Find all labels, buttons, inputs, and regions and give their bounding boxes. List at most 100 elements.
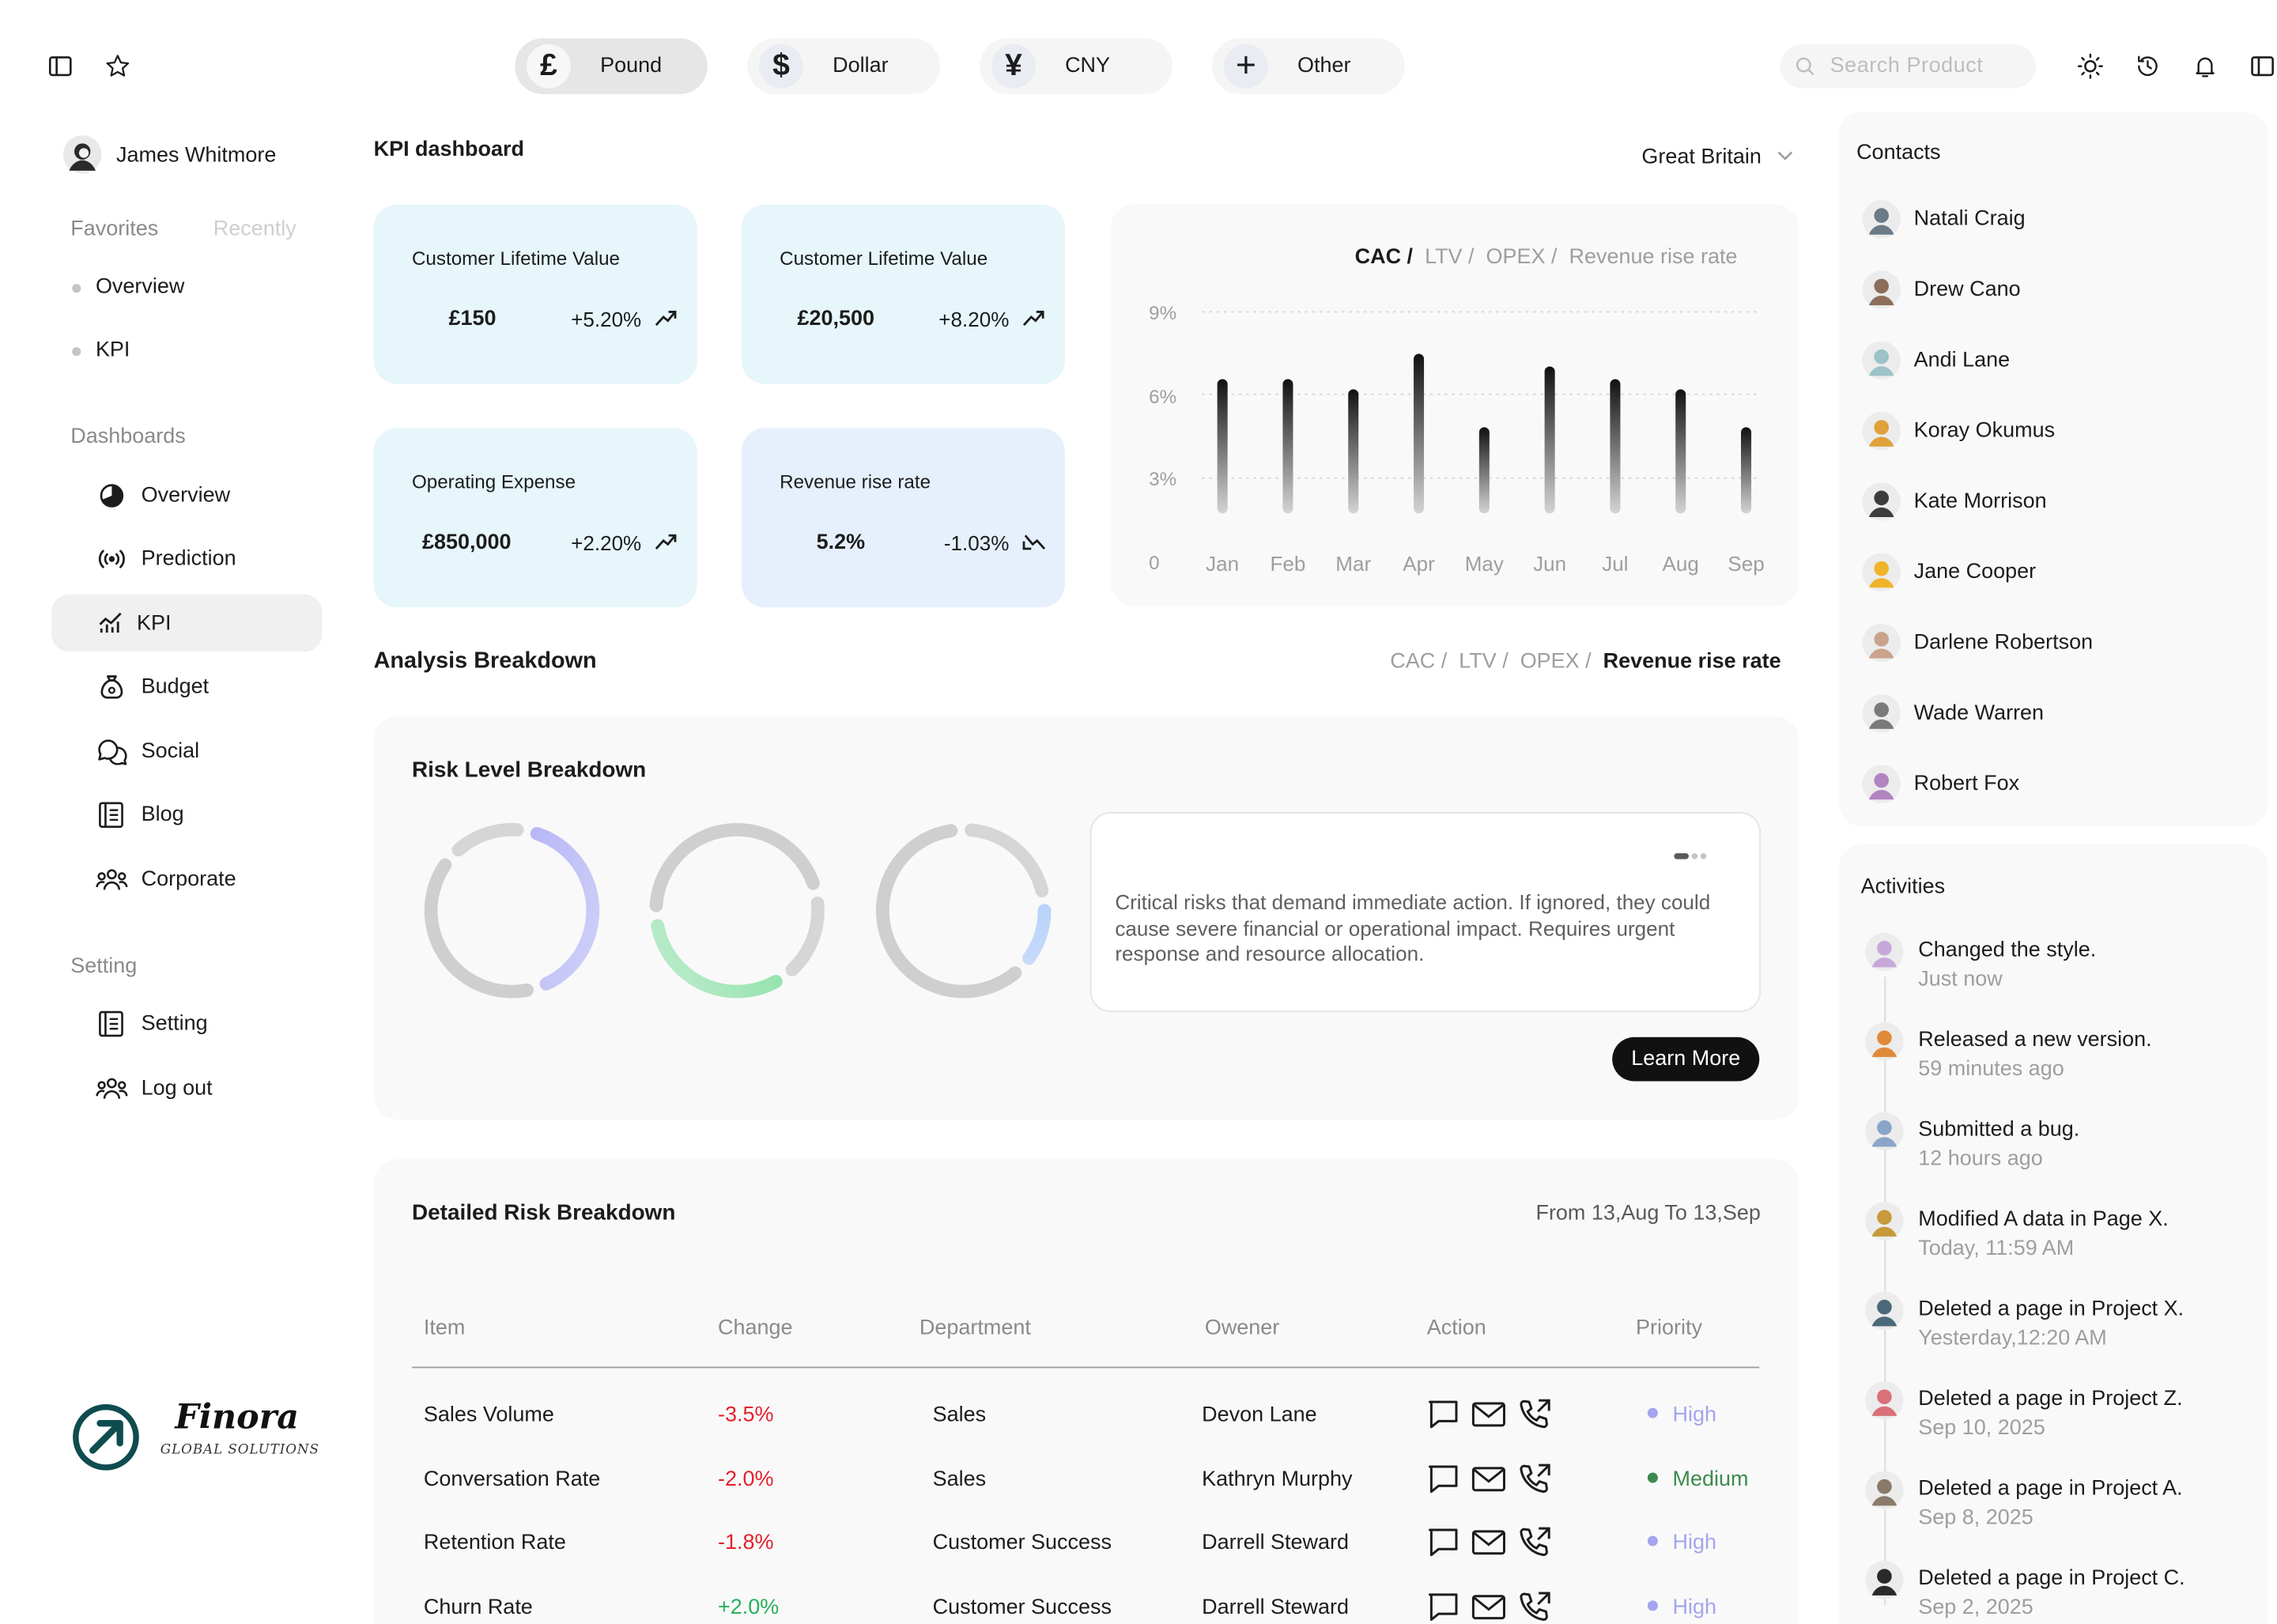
activity-time: 59 minutes ago (1918, 1057, 2064, 1082)
x-tick-label: Mar (1335, 551, 1372, 576)
bar-may[interactable] (1478, 427, 1490, 514)
bullet-icon (72, 284, 81, 293)
contact-name: Darlene Robertson (1913, 631, 2094, 655)
column-header-owner[interactable]: Owener (1204, 1316, 1280, 1341)
sun-icon[interactable] (2075, 51, 2105, 81)
priority-dot-icon (1647, 1407, 1658, 1418)
table-header-divider (411, 1366, 1760, 1369)
kpi-card-opex[interactable]: Operating Expense £850,000 +2.20% (373, 428, 697, 608)
bar-apr[interactable] (1414, 353, 1425, 514)
sidebar-item-social[interactable]: Social (141, 739, 200, 764)
pagination-dots-icon[interactable] (1674, 852, 1709, 860)
currency-cny[interactable]: ¥ CNY (980, 38, 1172, 95)
tab-ltv[interactable]: LTV / (1425, 245, 1475, 270)
column-header-action[interactable]: Action (1426, 1316, 1486, 1341)
date-range[interactable]: From 13,Aug To 13,Sep (1535, 1202, 1761, 1226)
sidebar-item-prediction[interactable]: Prediction (141, 547, 236, 571)
currency-other[interactable]: + Other (1212, 38, 1405, 95)
phone-outgoing-icon[interactable] (1516, 1398, 1552, 1433)
bar-feb[interactable] (1282, 379, 1293, 514)
sidebar-item-kpi[interactable]: KPI (137, 612, 172, 636)
x-tick-label: Apr (1403, 551, 1435, 576)
avatar (1862, 623, 1901, 663)
tab-opex[interactable]: OPEX / (1486, 245, 1558, 270)
search-input[interactable]: Search Product (1780, 43, 2037, 89)
avatar (1862, 270, 1901, 309)
bar-aug[interactable] (1675, 389, 1686, 514)
phone-outgoing-icon[interactable] (1516, 1462, 1552, 1497)
message-icon[interactable] (1427, 1462, 1463, 1497)
bar-jul[interactable] (1610, 379, 1621, 514)
kpi-card-cltv[interactable]: Customer Lifetime Value £150 +5.20% (373, 204, 697, 384)
bullet-icon (72, 347, 81, 357)
kpi-card-change: +2.20% (571, 531, 642, 555)
tab-opex[interactable]: OPEX / (1520, 650, 1592, 674)
detailed-title: Detailed Risk Breakdown (411, 1200, 676, 1226)
right-panel-toggle-icon[interactable] (2251, 55, 2275, 78)
kpi-card-cltv-2[interactable]: Customer Lifetime Value £20,500 +8.20% (741, 204, 1066, 384)
star-icon[interactable] (104, 53, 130, 79)
currency-pound[interactable]: £ Pound (515, 38, 708, 95)
mail-icon[interactable] (1471, 1462, 1507, 1497)
avatar (1865, 1471, 1904, 1509)
money-bag-icon (100, 675, 123, 699)
tab-recently[interactable]: Recently (213, 217, 296, 242)
column-header-department[interactable]: Department (919, 1316, 1031, 1341)
kpi-card-value: £850,000 (421, 531, 512, 555)
column-header-change[interactable]: Change (717, 1316, 793, 1341)
learn-more-button[interactable]: Learn More (1612, 1037, 1760, 1082)
risk-donut[interactable] (627, 812, 847, 1012)
activity-title: Deleted a page in Project A. (1918, 1477, 2183, 1501)
risk-donut[interactable] (412, 812, 614, 1012)
user-name[interactable]: James Whitmore (115, 144, 277, 168)
message-icon[interactable] (1427, 1398, 1463, 1433)
currency-dollar[interactable]: $ Dollar (747, 38, 940, 95)
sidebar-item-budget[interactable]: Budget (141, 675, 210, 699)
column-header-priority[interactable]: Priority (1635, 1316, 1702, 1341)
avatar (1865, 1561, 1904, 1599)
kpi-card-revenue-rise[interactable]: Revenue rise rate 5.2% -1.03% (741, 428, 1066, 608)
favorite-item-kpi[interactable]: KPI (95, 338, 130, 362)
bar-sep[interactable] (1741, 427, 1752, 514)
message-icon[interactable] (1427, 1525, 1463, 1561)
bell-icon[interactable] (2192, 53, 2218, 79)
tab-cac[interactable]: CAC / (1354, 245, 1414, 270)
favorite-item-overview[interactable]: Overview (95, 274, 185, 299)
cell-item: Sales Volume (423, 1403, 554, 1427)
bar-jan[interactable] (1217, 379, 1228, 514)
detailed-risk-panel (373, 1159, 1799, 1624)
trend-up-icon (1022, 311, 1044, 327)
kpi-card-title: Revenue rise rate (780, 470, 931, 493)
column-header-item[interactable]: Item (423, 1316, 466, 1341)
region-select[interactable]: Great Britain (1641, 144, 1792, 170)
tab-ltv[interactable]: LTV / (1459, 650, 1509, 674)
sidebar-item-blog[interactable]: Blog (141, 803, 184, 827)
cell-change: -3.5% (717, 1403, 774, 1427)
tab-favorites[interactable]: Favorites (70, 217, 159, 242)
donut-highlight-segment (424, 823, 600, 999)
tab-cac[interactable]: CAC / (1390, 650, 1448, 674)
mail-icon[interactable] (1471, 1398, 1507, 1433)
risk-donut[interactable] (875, 823, 1052, 999)
bar-jun[interactable] (1544, 366, 1555, 514)
kpi-bar-chart (1202, 311, 1758, 514)
currency-label: Pound (600, 54, 663, 78)
history-icon[interactable] (2135, 53, 2161, 79)
message-icon[interactable] (1427, 1589, 1463, 1624)
sidebar-item-corporate[interactable]: Corporate (141, 867, 236, 892)
sidebar-item-setting[interactable]: Setting (141, 1012, 208, 1036)
tab-revenue-rise-rate[interactable]: Revenue rise rate (1569, 245, 1738, 270)
tab-revenue-rise-rate[interactable]: Revenue rise rate (1603, 650, 1781, 674)
sidebar-toggle-icon[interactable] (48, 55, 72, 78)
sidebar-item-overview[interactable]: Overview (141, 484, 231, 508)
mail-icon[interactable] (1471, 1525, 1507, 1561)
region-value: Great Britain (1641, 145, 1762, 169)
phone-outgoing-icon[interactable] (1516, 1525, 1552, 1561)
bar-mar[interactable] (1348, 389, 1359, 514)
mail-icon[interactable] (1471, 1589, 1507, 1624)
sidebar-item-logout[interactable]: Log out (141, 1076, 213, 1101)
avatar[interactable] (63, 135, 102, 174)
phone-outgoing-icon[interactable] (1516, 1589, 1552, 1624)
cell-change: -1.8% (717, 1531, 774, 1555)
